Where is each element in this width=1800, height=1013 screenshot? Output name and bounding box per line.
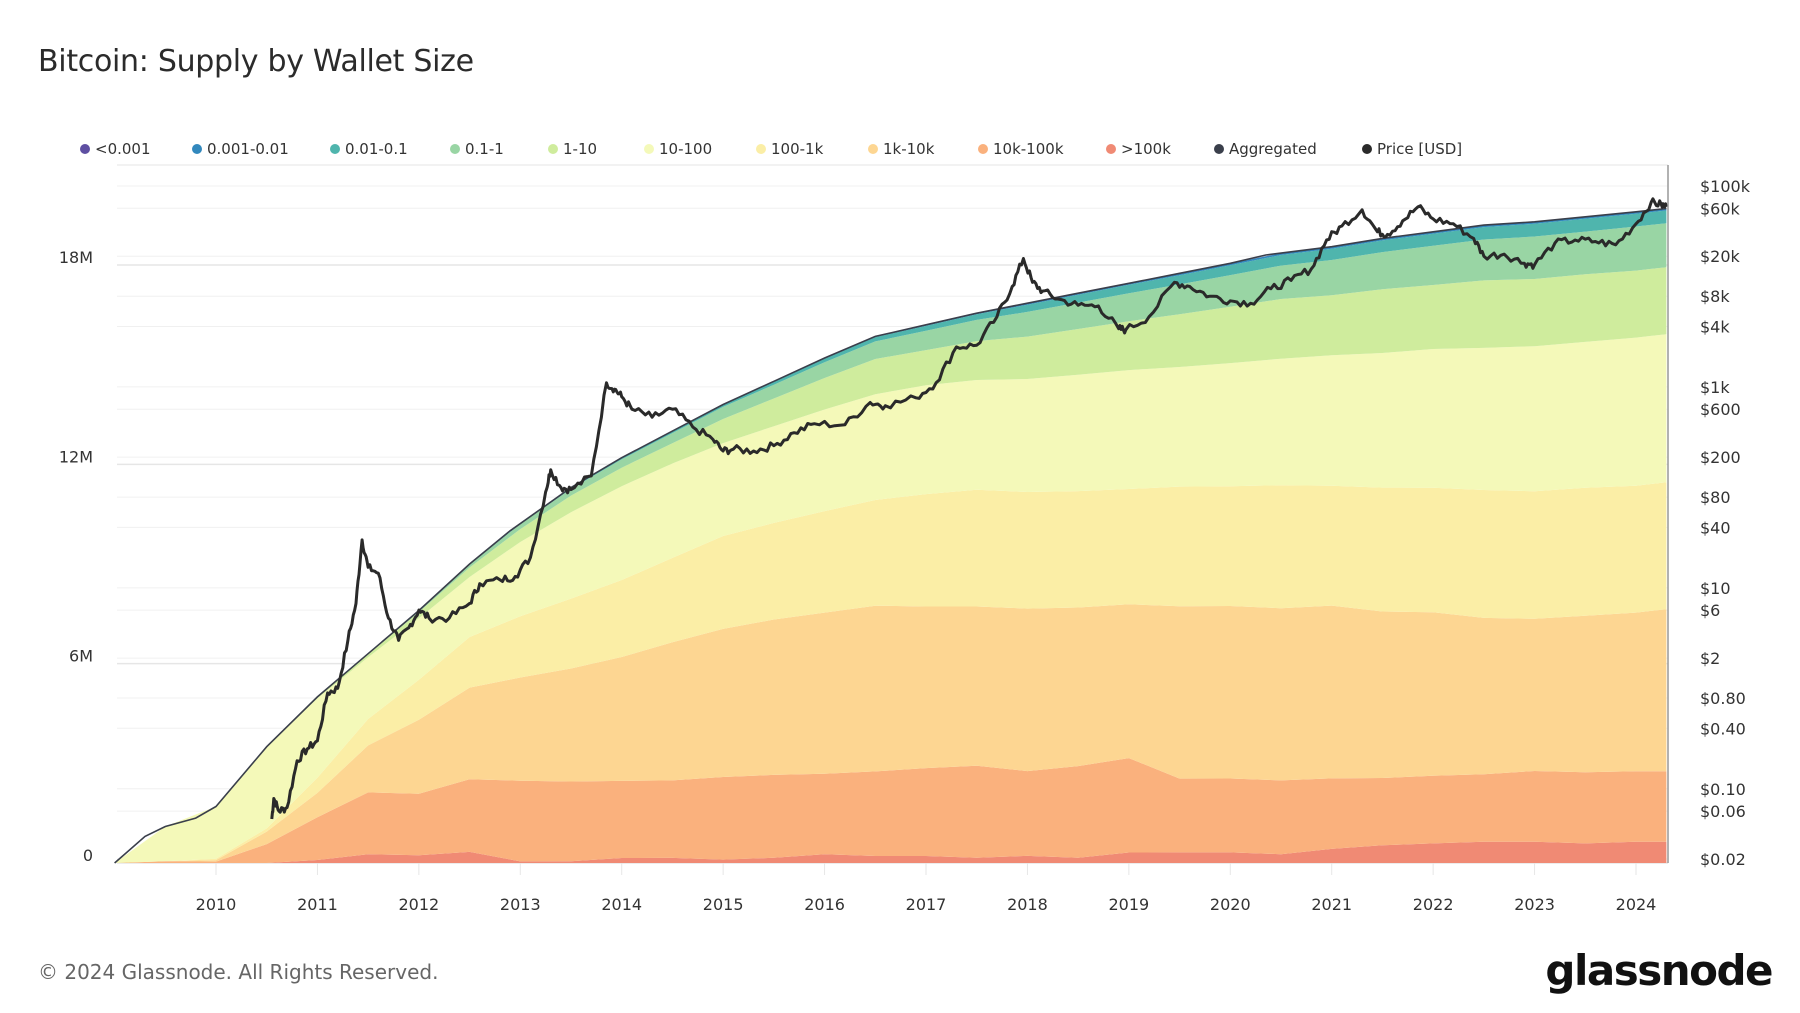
y2-tick-label: $8k xyxy=(1700,287,1730,306)
legend-dot-icon xyxy=(548,144,558,154)
area-band-10-100 xyxy=(114,334,1667,863)
legend-label: 10-100 xyxy=(659,140,713,158)
legend-label: Price [USD] xyxy=(1377,140,1463,158)
legend-item[interactable]: Aggregated xyxy=(1214,140,1362,158)
legend-label: 100-1k xyxy=(771,140,824,158)
legend-item[interactable]: >100k xyxy=(1106,140,1214,158)
x-tick-label: 2012 xyxy=(398,895,439,914)
y2-tick-label: $2 xyxy=(1700,649,1720,668)
legend-dot-icon xyxy=(1106,144,1116,154)
legend-label: <0.001 xyxy=(95,140,151,158)
legend-label: 10k-100k xyxy=(993,140,1064,158)
legend-dot-icon xyxy=(1362,144,1372,154)
area-band-10k-100k xyxy=(114,758,1667,863)
area-band-100-1k xyxy=(114,482,1667,863)
y2-tick-label: $0.40 xyxy=(1700,719,1746,738)
x-tick-label: 2021 xyxy=(1311,895,1352,914)
legend-label: 1k-10k xyxy=(883,140,935,158)
copyright-footer: © 2024 Glassnode. All Rights Reserved. xyxy=(38,960,439,984)
legend-item[interactable]: 0.01-0.1 xyxy=(330,140,450,158)
y-tick-label: 18M xyxy=(59,248,93,267)
legend-item[interactable]: 0.1-1 xyxy=(450,140,548,158)
x-tick-label: 2018 xyxy=(1007,895,1048,914)
legend-dot-icon xyxy=(644,144,654,154)
x-tick-label: 2022 xyxy=(1413,895,1454,914)
aggregated-line-group xyxy=(114,207,1667,864)
legend-dot-icon xyxy=(450,144,460,154)
legend-label: 0.01-0.1 xyxy=(345,140,408,158)
x-tick-label: 2011 xyxy=(297,895,338,914)
y2-tick-label: $20k xyxy=(1700,247,1741,266)
legend-label: 0.1-1 xyxy=(465,140,504,158)
legend-item[interactable]: 1-10 xyxy=(548,140,644,158)
y2-tick-label: $80 xyxy=(1700,488,1731,507)
y2-tick-label: $60k xyxy=(1700,199,1741,218)
legend-item[interactable]: 10k-100k xyxy=(978,140,1106,158)
legend-label: Aggregated xyxy=(1229,140,1317,158)
y2-tick-label: $10 xyxy=(1700,579,1731,598)
y2-tick-label: $0.06 xyxy=(1700,802,1746,821)
y2-tick-label: $0.10 xyxy=(1700,780,1746,799)
chart-legend: <0.001 0.001-0.01 0.01-0.1 0.1-1 1-10 10-100 1… xyxy=(80,140,1482,158)
y2-tick-label: $200 xyxy=(1700,448,1741,467)
price-line-group xyxy=(270,197,1668,820)
legend-dot-icon xyxy=(756,144,766,154)
y2-tick-label: $600 xyxy=(1700,400,1741,419)
legend-dot-icon xyxy=(80,144,90,154)
legend-dot-icon xyxy=(192,144,202,154)
y2-tick-label: $6 xyxy=(1700,601,1720,620)
x-tick-label: 2014 xyxy=(601,895,642,914)
legend-label: >100k xyxy=(1121,140,1171,158)
y2-tick-label: $0.02 xyxy=(1700,850,1746,869)
area-band-0-1-1 xyxy=(114,223,1667,863)
y-tick-label: 6M xyxy=(69,647,93,666)
legend-item[interactable]: 10-100 xyxy=(644,140,756,158)
y2-tick-label: $40 xyxy=(1700,518,1731,537)
x-tick-label: 2013 xyxy=(500,895,541,914)
x-tick-label: 2020 xyxy=(1210,895,1251,914)
y2-tick-label: $100k xyxy=(1700,177,1751,196)
x-tick-label: 2010 xyxy=(196,895,237,914)
area-band-1-10 xyxy=(114,267,1667,863)
x-tick-label: 2017 xyxy=(906,895,947,914)
legend-dot-icon xyxy=(330,144,340,154)
legend-item[interactable]: <0.001 xyxy=(80,140,192,158)
axes: 0 6M 12M 18M $100k $60k $20k $8k $4k $1k $600 $200 $… xyxy=(59,165,1751,914)
legend-dot-icon xyxy=(868,144,878,154)
area-band--100k xyxy=(114,841,1667,863)
legend-item[interactable]: 1k-10k xyxy=(868,140,978,158)
legend-item[interactable]: Price [USD] xyxy=(1362,140,1482,158)
x-tick-label: 2024 xyxy=(1616,895,1657,914)
legend-label: 0.001-0.01 xyxy=(207,140,289,158)
legend-item[interactable]: 0.001-0.01 xyxy=(192,140,330,158)
area-band-1k-10k xyxy=(114,604,1667,863)
chart-title: Bitcoin: Supply by Wallet Size xyxy=(38,44,474,79)
x-tick-label: 2023 xyxy=(1514,895,1555,914)
stacked-areas xyxy=(114,208,1667,863)
legend-dot-icon xyxy=(1214,144,1224,154)
x-tick-label: 2015 xyxy=(703,895,744,914)
y-tick-label: 0 xyxy=(83,846,93,865)
y2-tick-label: $4k xyxy=(1700,317,1730,336)
legend-dot-icon xyxy=(978,144,988,154)
y2-tick-label: $1k xyxy=(1700,378,1730,397)
x-tick-label: 2016 xyxy=(804,895,845,914)
y2-tick-label: $0.80 xyxy=(1700,689,1746,708)
y-tick-label: 12M xyxy=(59,447,93,466)
glassnode-logo[interactable]: glassnode xyxy=(1545,946,1773,995)
legend-label: 1-10 xyxy=(563,140,598,158)
x-tick-label: 2019 xyxy=(1108,895,1149,914)
price-line xyxy=(270,197,1668,820)
legend-item[interactable]: 100-1k xyxy=(756,140,868,158)
aggregated-line xyxy=(114,207,1667,864)
